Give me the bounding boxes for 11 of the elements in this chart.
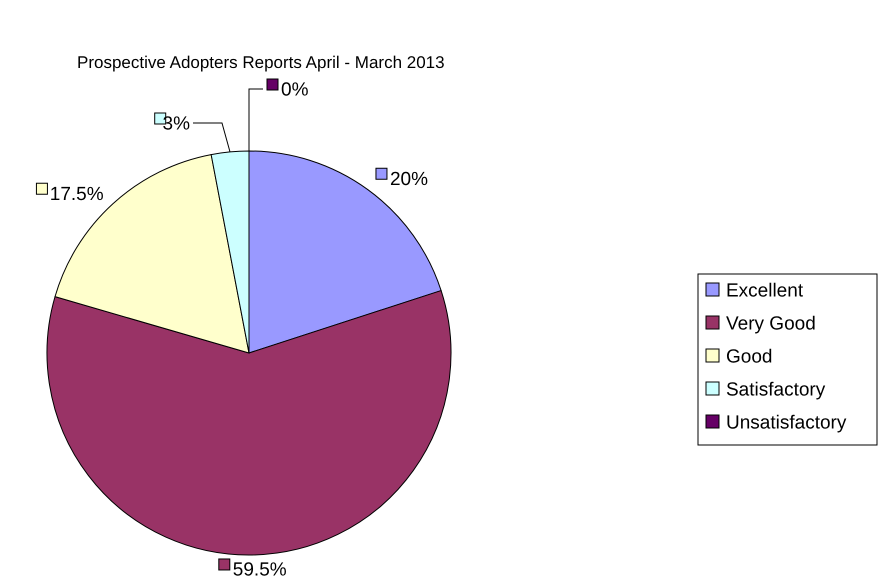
data-label: 59.5% [232,560,287,581]
legend-label: Good [726,346,772,368]
legend-label: Excellent [726,280,804,302]
data-label: 3% [162,114,190,135]
legend-label: Unsatisfactory [726,412,847,434]
legend-label: Very Good [726,314,816,335]
legend-label: Satisfactory [726,380,826,401]
chart-title: Prospective Adopters Reports April - March 2013 [77,53,445,72]
data-label: 20% [390,168,428,190]
data-label: 17.5% [50,184,104,205]
text: 0% [281,80,308,101]
